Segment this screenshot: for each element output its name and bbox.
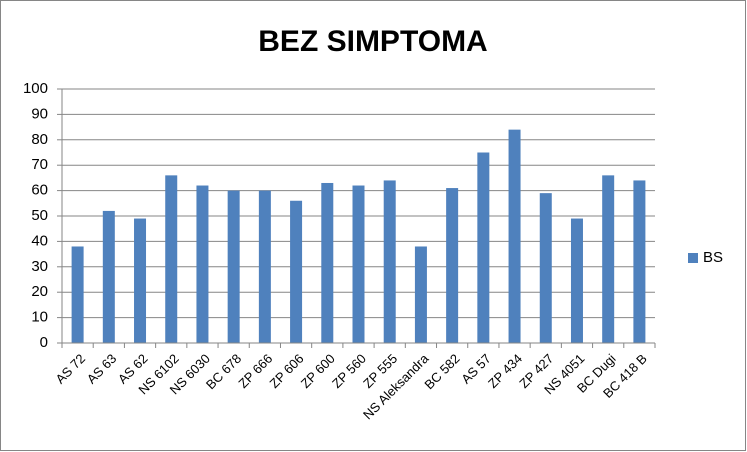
bar bbox=[633, 180, 646, 343]
y-tick-label: 60 bbox=[31, 182, 48, 199]
bar bbox=[102, 210, 115, 343]
chart-title: BEZ SIMPTOMA bbox=[258, 25, 487, 58]
bar bbox=[165, 175, 178, 343]
bar bbox=[477, 152, 490, 343]
bar bbox=[414, 246, 427, 343]
y-tick-label: 100 bbox=[23, 80, 48, 97]
y-tick-label: 0 bbox=[40, 334, 48, 351]
y-tick-label: 30 bbox=[31, 258, 48, 275]
bar bbox=[383, 180, 396, 343]
bar bbox=[258, 190, 271, 343]
bar bbox=[134, 218, 147, 343]
bar bbox=[539, 193, 552, 343]
bar bbox=[290, 200, 303, 343]
y-tick-label: 90 bbox=[31, 105, 48, 122]
bar bbox=[570, 218, 583, 343]
bar bbox=[352, 185, 365, 343]
bar bbox=[446, 188, 459, 343]
bar bbox=[71, 246, 84, 343]
bar bbox=[508, 129, 521, 343]
bar bbox=[321, 182, 334, 343]
bar bbox=[196, 185, 209, 343]
y-tick-label: 40 bbox=[31, 232, 48, 249]
y-tick-label: 10 bbox=[31, 309, 48, 326]
bar bbox=[227, 190, 240, 343]
y-tick-label: 80 bbox=[31, 131, 48, 148]
y-tick-label: 20 bbox=[31, 283, 48, 300]
y-tick-label: 70 bbox=[31, 156, 48, 173]
legend-swatch bbox=[688, 253, 698, 263]
y-tick-label: 50 bbox=[31, 207, 48, 224]
legend-label: BS bbox=[703, 249, 723, 266]
bar bbox=[602, 175, 615, 343]
